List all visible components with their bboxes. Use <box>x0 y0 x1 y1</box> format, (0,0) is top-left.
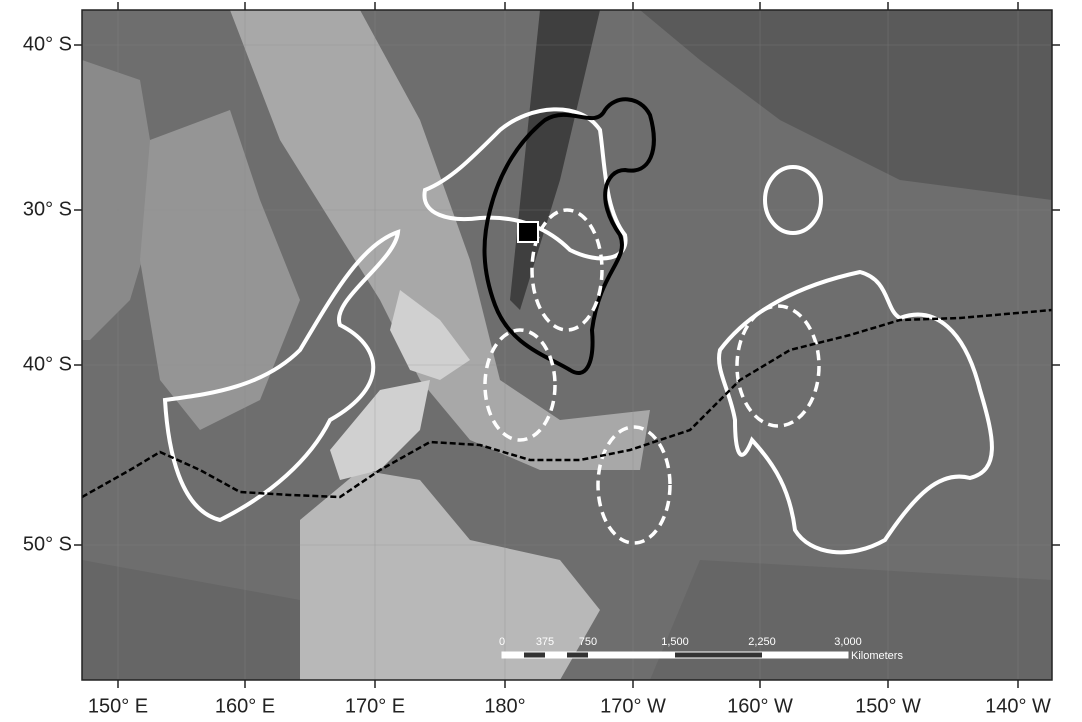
site-marker <box>518 222 538 242</box>
map-body: 0 375 750 1,500 2,250 3,000 Kilometers <box>82 10 1052 680</box>
latitude-label: 30° S <box>23 198 72 220</box>
scale-label: 2,250 <box>748 636 776 648</box>
latitude-label: 40° S <box>23 33 72 55</box>
longitude-label: 160° E <box>215 695 275 717</box>
scale-segment <box>545 652 567 658</box>
map-figure: 0 375 750 1,500 2,250 3,000 Kilometers 150° E 1… <box>0 0 1082 722</box>
longitude-label: 150° W <box>855 695 921 717</box>
longitude-label: 180° <box>484 695 525 717</box>
scale-segment <box>588 652 675 658</box>
longitude-label: 140° W <box>985 695 1051 717</box>
latitude-label: 40° S <box>23 353 72 375</box>
scale-segment <box>762 652 848 658</box>
scale-segment <box>502 652 524 658</box>
longitude-label: 150° E <box>88 695 148 717</box>
longitude-label: 170° W <box>600 695 666 717</box>
scale-unit: Kilometers <box>851 650 903 662</box>
scale-label: 750 <box>579 636 597 648</box>
scale-label: 1,500 <box>661 636 689 648</box>
latitude-label: 50° S <box>23 533 72 555</box>
longitude-label: 170° E <box>345 695 405 717</box>
scale-label: 3,000 <box>834 636 862 648</box>
longitude-label: 160° W <box>727 695 793 717</box>
scale-label: 375 <box>536 636 554 648</box>
scale-label: 0 <box>499 636 505 648</box>
